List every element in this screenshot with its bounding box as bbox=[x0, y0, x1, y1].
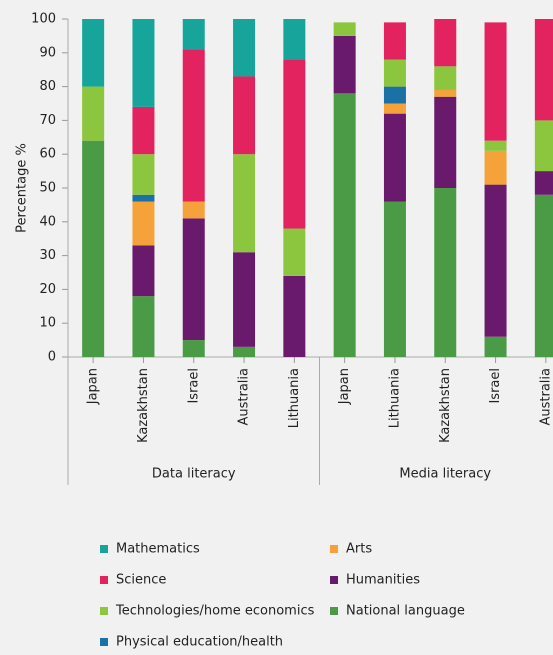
x-tick-label: Kazakhstan bbox=[438, 368, 453, 443]
bar-segment bbox=[484, 22, 507, 141]
y-tick-label: 40 bbox=[39, 214, 56, 229]
legend-swatch bbox=[100, 545, 108, 553]
x-tick-label: Japan bbox=[337, 368, 352, 405]
bar-segment bbox=[333, 35, 356, 94]
bar-segment bbox=[434, 19, 457, 67]
bar-segment bbox=[383, 86, 406, 104]
y-axis-label: Percentage % bbox=[15, 143, 30, 233]
bar-segment bbox=[484, 150, 507, 185]
legend-swatch bbox=[330, 607, 338, 615]
bar-segment bbox=[333, 93, 356, 358]
y-tick-label: 100 bbox=[31, 12, 56, 27]
bar-segment bbox=[182, 49, 205, 202]
bar-segment bbox=[283, 19, 306, 60]
bar-segment bbox=[283, 275, 306, 357]
bar-segment bbox=[233, 346, 256, 357]
y-tick-label: 90 bbox=[39, 45, 56, 60]
x-tick-label: Kazakhstan bbox=[136, 368, 151, 443]
x-tick-label: Israel bbox=[488, 368, 503, 404]
bar-segment bbox=[534, 171, 553, 195]
x-tick-label: Lithuania bbox=[387, 368, 402, 428]
bar-segment bbox=[534, 19, 553, 121]
bar-segment bbox=[182, 19, 205, 50]
bar-segment bbox=[484, 184, 507, 337]
bar-segment bbox=[132, 19, 155, 107]
bar-segment bbox=[132, 296, 155, 357]
bar-segment bbox=[132, 201, 155, 246]
y-tick-label: 70 bbox=[39, 113, 56, 128]
bar-segment bbox=[534, 194, 553, 357]
bar-segment bbox=[484, 140, 507, 151]
legend-label: Arts bbox=[346, 542, 372, 557]
bar-segment bbox=[82, 86, 105, 141]
bar-segment bbox=[434, 96, 457, 188]
bar-segment bbox=[233, 76, 256, 155]
bar-segment bbox=[383, 201, 406, 357]
bar-segment bbox=[233, 252, 256, 347]
legend-swatch bbox=[100, 638, 108, 646]
legend-label: Technologies/home economics bbox=[115, 604, 315, 619]
group-label: Media literacy bbox=[399, 467, 491, 482]
y-tick-label: 0 bbox=[48, 350, 56, 365]
bar-segment bbox=[182, 201, 205, 219]
legend-swatch bbox=[330, 576, 338, 584]
y-tick-label: 20 bbox=[39, 282, 56, 297]
bar-segment bbox=[82, 19, 105, 87]
bar-segment bbox=[383, 59, 406, 87]
bar-segment bbox=[233, 154, 256, 253]
y-tick-label: 80 bbox=[39, 79, 56, 94]
group-label: Data literacy bbox=[152, 467, 236, 482]
bar-segment bbox=[132, 245, 155, 297]
bar-segment bbox=[283, 59, 306, 229]
legend-label: National language bbox=[346, 604, 465, 619]
bar-segment bbox=[434, 89, 457, 97]
x-tick-label: Japan bbox=[86, 368, 101, 405]
bar-segment bbox=[534, 120, 553, 172]
legend-swatch bbox=[330, 545, 338, 553]
bar-segment bbox=[182, 340, 205, 357]
bar-segment bbox=[333, 22, 356, 36]
y-tick-label: 50 bbox=[39, 181, 56, 196]
bar-segment bbox=[182, 218, 205, 341]
legend-label: Science bbox=[116, 573, 166, 588]
bar-segment bbox=[82, 140, 105, 357]
bar-segment bbox=[383, 22, 406, 60]
legend-label: Humanities bbox=[346, 573, 420, 588]
legend-label: Physical education/health bbox=[116, 635, 283, 650]
bar-segment bbox=[283, 228, 306, 276]
y-tick-label: 60 bbox=[39, 147, 56, 162]
x-tick-label: Australia bbox=[237, 368, 252, 426]
bar-segment bbox=[383, 113, 406, 202]
x-tick-label: Australia bbox=[538, 368, 553, 426]
bar-segment bbox=[132, 154, 155, 195]
legend-label: Mathematics bbox=[116, 542, 200, 557]
legend-swatch bbox=[100, 607, 108, 615]
x-tick-label: Lithuania bbox=[287, 368, 302, 428]
bar-segment bbox=[383, 103, 406, 114]
x-tick-label: Israel bbox=[186, 368, 201, 404]
bar-segment bbox=[233, 19, 256, 77]
legend-swatch bbox=[100, 576, 108, 584]
bar-segment bbox=[434, 188, 457, 357]
bar-segment bbox=[132, 194, 155, 202]
y-tick-label: 30 bbox=[39, 248, 56, 263]
bar-segment bbox=[434, 66, 457, 90]
bar-segment bbox=[132, 106, 155, 155]
bar-segment bbox=[484, 336, 507, 357]
y-tick-label: 10 bbox=[39, 316, 56, 331]
